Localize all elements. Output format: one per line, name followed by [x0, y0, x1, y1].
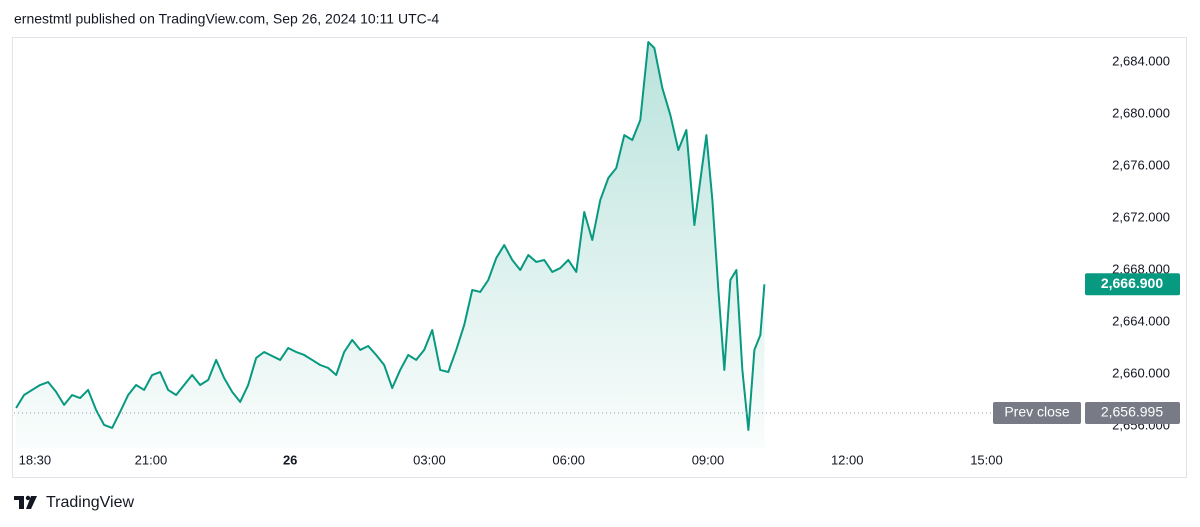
prev-close-name: Prev close: [1004, 404, 1070, 420]
last-price-box: [1085, 273, 1180, 296]
plot-area: [15, 41, 766, 448]
x-tick-label: 26: [283, 452, 297, 467]
chart-frame: [12, 37, 1187, 478]
x-tick-label: 15:00: [970, 452, 1003, 467]
y-tick-label: 2,660.000: [1112, 365, 1170, 380]
y-tick-label: 2,680.000: [1112, 105, 1170, 120]
x-tick-label: 06:00: [552, 452, 585, 467]
price-line: [15, 41, 766, 431]
x-tick-label: 09:00: [692, 452, 725, 467]
y-tick-label: 2,664.000: [1112, 313, 1170, 328]
y-tick-label: 2,684.000: [1112, 53, 1170, 68]
prev-close-name-box: [993, 402, 1081, 425]
x-tick-label: 12:00: [831, 452, 864, 467]
x-tick-label: 18:30: [19, 452, 52, 467]
y-tick-label: 2,676.000: [1112, 157, 1170, 172]
x-tick-label: 03:00: [413, 452, 446, 467]
x-tick-label: 21:00: [135, 452, 168, 467]
y-tick-label: 2,668.000: [1112, 261, 1170, 276]
price-area: [16, 42, 765, 448]
brand-name: TradingView: [46, 494, 134, 511]
prev-close-value-box: [1085, 402, 1180, 425]
chart-title: ernestmtl published on TradingView.com, …: [14, 11, 439, 27]
y-tick-label: 2,672.000: [1112, 209, 1170, 224]
last-price-label: 2,666.900: [1101, 275, 1163, 291]
prev-close-value: 2,656.995: [1101, 404, 1163, 420]
brand-logo: [14, 495, 37, 509]
